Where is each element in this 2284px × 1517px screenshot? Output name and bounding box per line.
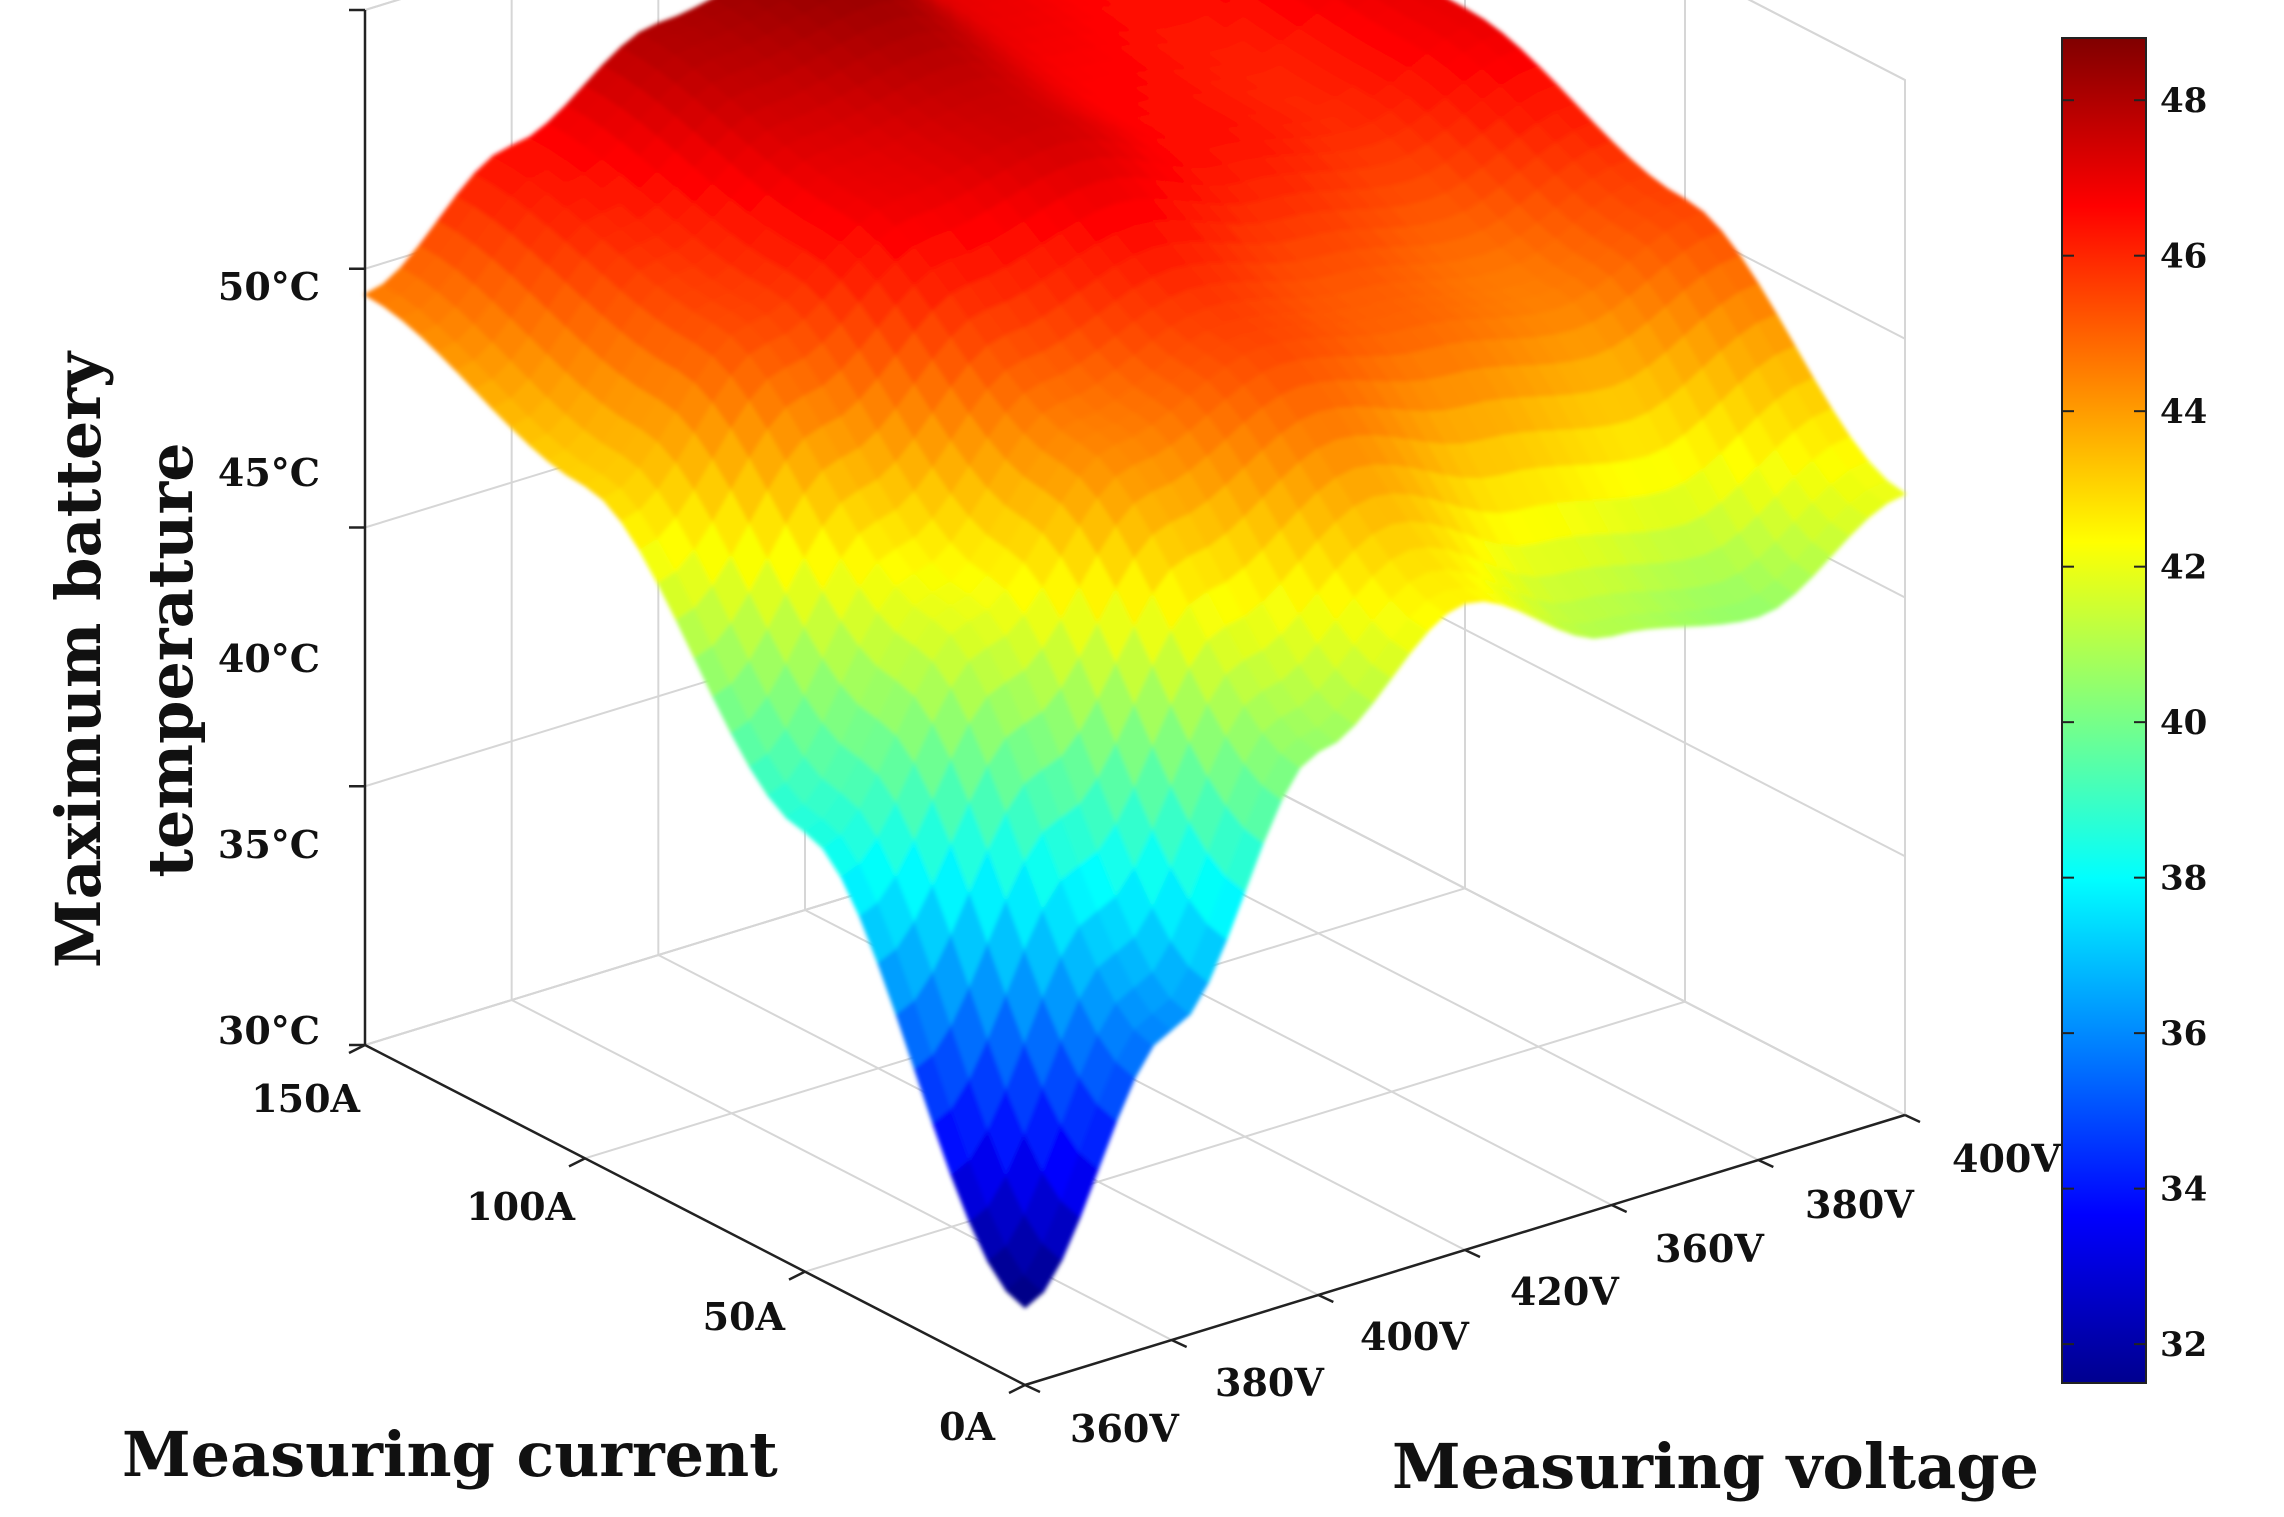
colorbar-gradient <box>2061 37 2147 1384</box>
y-tick: 360V <box>1070 1406 1180 1451</box>
x-tick-mark <box>788 1270 806 1281</box>
y-tick: 380V <box>1215 1360 1325 1405</box>
surface-patch <box>1866 480 1907 504</box>
y-tick-mark <box>1171 1338 1188 1349</box>
y-tick: 360V <box>1655 1226 1765 1271</box>
z-tick: 35°C <box>218 822 320 867</box>
colorbar-tick-label: 48 <box>2160 81 2207 121</box>
z-axis-ticks: 30°C 35°C 40°C 45°C 50°C <box>218 264 320 1053</box>
colorbar-tick-label: 38 <box>2160 859 2207 899</box>
x-tick: 0A <box>939 1404 995 1449</box>
colorbar-tick-label: 44 <box>2160 392 2207 432</box>
z-tick: 30°C <box>218 1008 320 1053</box>
y-tick: 400V <box>1952 1136 2062 1181</box>
surface <box>363 0 1907 1309</box>
x-axis-line <box>364 1043 1026 1387</box>
colorbar: 32 34 36 38 40 42 44 46 48 <box>2061 37 2207 1384</box>
x-tick: 100A <box>466 1184 575 1229</box>
y-tick: 400V <box>1360 1314 1470 1359</box>
colorbar-ticks: 32 34 36 38 40 42 44 46 48 <box>2062 81 2207 1365</box>
z-axis-title-line-2: temperature <box>134 442 207 877</box>
z-axis-title-line-1: Maximum battery <box>42 350 115 968</box>
y-tick: 420V <box>1510 1269 1620 1314</box>
grid-line <box>511 999 1173 1341</box>
surface-patch <box>1378 0 1405 9</box>
x-tick: 50A <box>703 1294 786 1339</box>
colorbar-tick-label: 46 <box>2160 237 2207 277</box>
y-axis-title: Measuring voltage <box>1392 1430 2039 1503</box>
colorbar-tick-label: 36 <box>2160 1014 2207 1054</box>
y-tick-mark <box>1611 1203 1628 1214</box>
x-tick-mark <box>568 1157 586 1168</box>
y-tick-mark <box>1757 1158 1774 1169</box>
y-tick: 380V <box>1805 1182 1915 1227</box>
x-axis-title: Measuring current <box>122 1418 778 1491</box>
surface-mesh <box>363 0 1907 1309</box>
colorbar-tick-label: 40 <box>2160 703 2207 743</box>
y-tick-mark <box>1904 1113 1921 1124</box>
axes <box>348 8 1921 1395</box>
y-tick-mark <box>1317 1293 1334 1304</box>
z-tick: 45°C <box>218 450 320 495</box>
z-tick: 50°C <box>218 264 320 309</box>
x-tick: 150A <box>251 1076 360 1121</box>
x-axis-ticks: 0A 50A 100A 150A <box>251 1076 995 1449</box>
colorbar-tick-label: 42 <box>2160 548 2207 588</box>
grid-line <box>1244 774 1906 1116</box>
z-tick: 40°C <box>218 636 320 681</box>
y-tick-mark <box>1464 1248 1481 1259</box>
grid-line <box>1747 0 1906 81</box>
surface-patch <box>1219 0 1233 5</box>
y-tick-mark <box>1024 1383 1041 1394</box>
colorbar-tick-label: 32 <box>2160 1325 2207 1365</box>
colorbar-tick-label: 34 <box>2160 1170 2207 1210</box>
x-tick-mark <box>1008 1383 1026 1395</box>
x-tick-mark <box>348 1043 366 1055</box>
y-axis-ticks: 360V 380V 400V 420V 360V 380V 400V <box>1070 1136 2062 1451</box>
